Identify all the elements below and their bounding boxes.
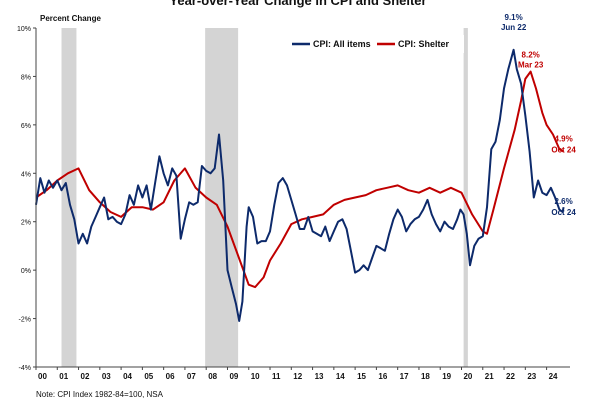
x-tick-label-2: 02 (81, 372, 90, 381)
y-tick-label-3: 2% (21, 220, 31, 227)
x-tick-label-12: 12 (293, 372, 302, 381)
y-tick-label-0: -4% (19, 365, 31, 372)
annotation-value-1: 8.2% (522, 51, 540, 60)
source-note: Note: CPI Index 1982-84=100, NSA (36, 390, 164, 399)
x-tick-label-10: 10 (251, 372, 260, 381)
x-tick-label-23: 23 (527, 372, 536, 381)
x-tick-label-13: 13 (315, 372, 324, 381)
y-tick-label-2: 0% (21, 268, 31, 275)
x-tick-label-0: 00 (38, 372, 47, 381)
x-tick-label-1: 01 (59, 372, 68, 381)
annotation-value-2: 4.9% (555, 134, 573, 143)
y-tick-label-4: 4% (21, 171, 31, 178)
x-tick-label-3: 03 (102, 372, 111, 381)
y-tick-label-7: 10% (17, 26, 31, 33)
x-tick-label-21: 21 (485, 372, 494, 381)
x-tick-label-16: 16 (378, 372, 387, 381)
legend: CPI: All items CPI: Shelter (286, 35, 464, 53)
annotation-value-0: 9.1% (505, 13, 523, 22)
y-axis-label: Percent Change (40, 14, 101, 23)
y-tick-label-6: 8% (21, 74, 31, 81)
x-tick-label-5: 05 (144, 372, 153, 381)
annotation-date-3: Oct 24 (551, 208, 576, 217)
chart-title: Year-over-Year Change in CPI and Shelter (169, 0, 426, 8)
x-tick-label-19: 19 (442, 372, 451, 381)
x-tick-label-22: 22 (506, 372, 515, 381)
x-tick-label-20: 20 (463, 372, 472, 381)
x-tick-label-17: 17 (400, 372, 409, 381)
x-tick-label-14: 14 (336, 372, 345, 381)
x-tick-label-4: 04 (123, 372, 132, 381)
recession-band-2 (463, 28, 468, 367)
x-tick-label-7: 07 (187, 372, 196, 381)
series-line-all-items (35, 48, 565, 322)
x-tick-label-15: 15 (357, 372, 366, 381)
x-tick-label-8: 08 (208, 372, 217, 381)
x-tick-label-6: 06 (166, 372, 175, 381)
recession-band-1 (205, 28, 239, 367)
y-tick-label-5: 6% (21, 123, 31, 130)
x-tick-label-24: 24 (549, 372, 558, 381)
y-tick-label-1: -2% (19, 317, 31, 324)
x-tick-label-18: 18 (421, 372, 430, 381)
series-line-shelter (35, 70, 565, 289)
annotation-date-2: Oct 24 (551, 145, 576, 154)
axes: -4% -2% 0% 2% 4% 6% 8% 10% 00 01 02 03 04 05 06 07 08 09 1… (17, 26, 570, 381)
legend-box (286, 35, 464, 53)
annotation-date-0: Jun 22 (501, 23, 527, 32)
annotation-value-3: 2.6% (555, 197, 573, 206)
x-tick-label-11: 11 (272, 372, 281, 381)
legend-label-all-items: CPI: All items (313, 39, 371, 49)
annotations: 9.1%Jun 22 8.2%Mar 23 4.9% Oct 24 2.6% Oct 24 (501, 13, 576, 217)
series-lines (35, 48, 565, 322)
annotation-date-1: Mar 23 (518, 61, 544, 70)
x-tick-label-9: 09 (229, 372, 238, 381)
recession-bands (61, 28, 468, 367)
legend-label-shelter: CPI: Shelter (398, 39, 450, 49)
